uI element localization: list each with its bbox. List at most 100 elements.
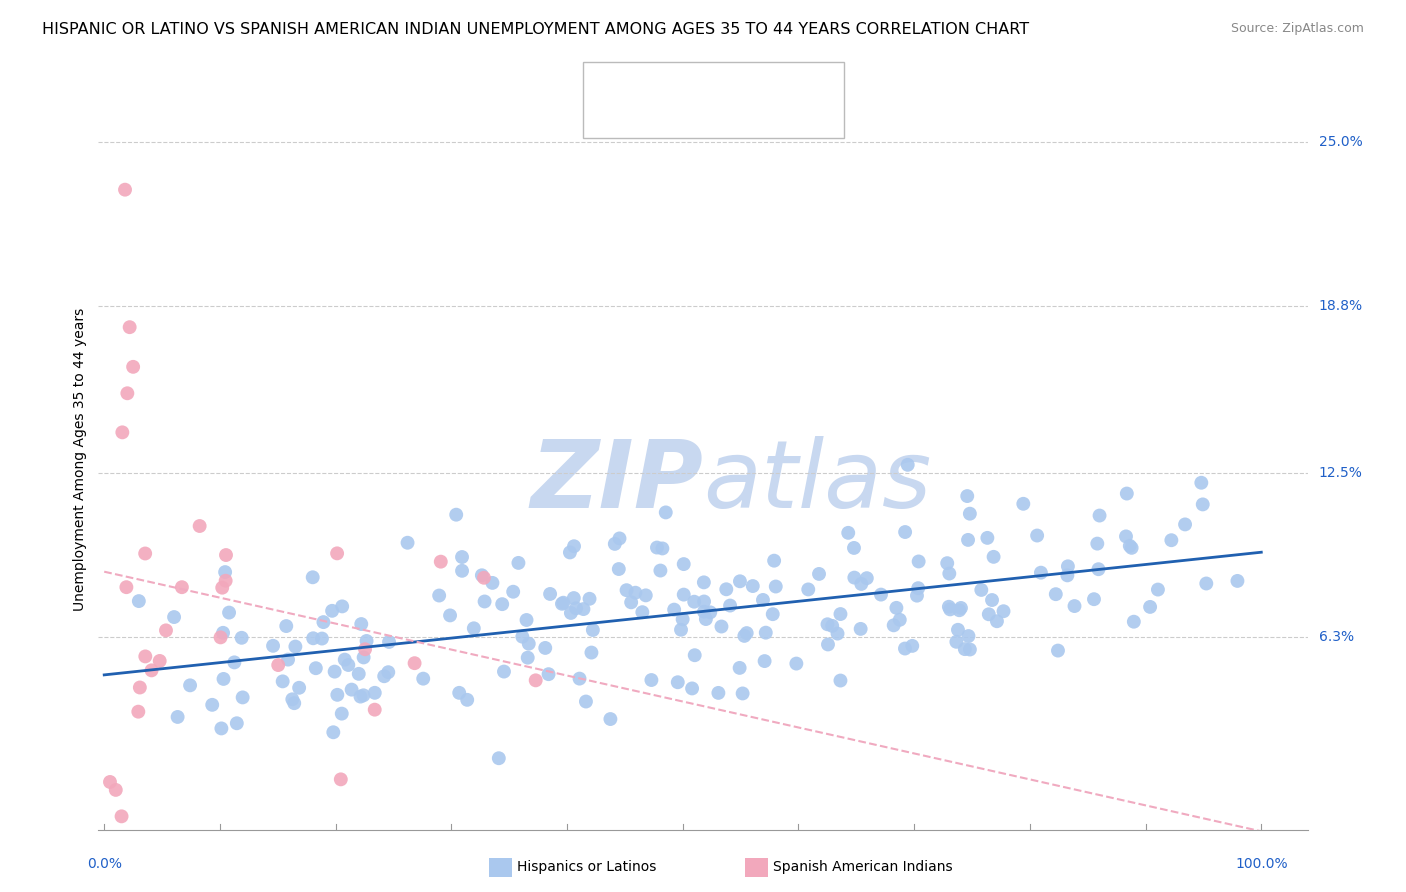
Point (830, 607, 852, 621)
Point (488, 751, 510, 765)
Point (1139, 599, 1161, 614)
Point (683, 595, 706, 609)
Point (214, 565, 236, 579)
Point (672, 612, 695, 626)
Point (224, 656, 246, 670)
Point (118, 320, 141, 334)
Point (149, 654, 172, 668)
Point (599, 712, 621, 726)
Point (733, 629, 755, 643)
Point (115, 580, 138, 594)
Point (938, 599, 960, 614)
Point (1119, 539, 1142, 553)
Point (312, 615, 335, 629)
Point (354, 642, 377, 657)
Point (333, 652, 356, 666)
Point (396, 535, 419, 549)
Point (669, 623, 692, 637)
Point (209, 631, 232, 645)
Point (451, 549, 474, 564)
Text: 200: 200 (779, 76, 807, 90)
Point (901, 639, 924, 653)
Point (404, 656, 426, 670)
Point (609, 532, 631, 546)
Point (808, 566, 831, 581)
Text: 25.0%: 25.0% (1319, 135, 1362, 149)
Point (977, 607, 1000, 622)
Point (905, 589, 928, 603)
Text: Hispanics or Latinos: Hispanics or Latinos (517, 860, 657, 874)
Text: Source: ZipAtlas.com: Source: ZipAtlas.com (1230, 22, 1364, 36)
Point (463, 621, 485, 635)
Point (765, 580, 787, 594)
Point (1147, 582, 1170, 597)
Point (762, 607, 785, 622)
Point (218, 606, 240, 620)
Point (356, 634, 378, 648)
Point (472, 571, 495, 585)
Point (232, 690, 254, 705)
Point (716, 582, 738, 597)
Point (492, 665, 515, 679)
Point (842, 541, 865, 555)
Point (1012, 497, 1035, 511)
Point (163, 610, 186, 624)
Point (695, 612, 717, 626)
Point (568, 672, 591, 686)
Text: ZIP: ZIP (530, 435, 703, 527)
Point (283, 696, 305, 710)
Point (128, 681, 150, 695)
Point (1087, 562, 1109, 576)
Point (350, 617, 373, 632)
Point (364, 703, 387, 717)
Point (1057, 559, 1080, 574)
Point (330, 706, 353, 721)
Point (212, 672, 235, 686)
Point (575, 694, 598, 708)
Point (134, 649, 156, 664)
Text: Spanish American Indians: Spanish American Indians (773, 860, 953, 874)
Point (651, 541, 673, 556)
Point (683, 648, 706, 663)
Point (957, 533, 980, 547)
Point (755, 625, 778, 640)
Point (844, 571, 866, 585)
Point (471, 568, 494, 582)
Text: 0.519: 0.519 (682, 76, 727, 90)
Point (624, 585, 647, 599)
Point (797, 582, 820, 597)
Point (562, 539, 585, 553)
Point (347, 666, 370, 681)
Point (558, 545, 581, 559)
Point (141, 664, 163, 678)
Point (1174, 517, 1197, 532)
Point (502, 584, 524, 599)
Point (429, 555, 451, 569)
Point (127, 705, 149, 719)
Point (322, 725, 344, 739)
Point (262, 639, 284, 653)
Point (889, 613, 911, 627)
Point (215, 548, 238, 562)
Point (378, 635, 401, 649)
Point (607, 562, 630, 576)
Text: atlas: atlas (703, 436, 931, 527)
Point (1083, 592, 1105, 607)
Point (1026, 528, 1049, 542)
Point (104, 783, 127, 797)
Point (117, 386, 139, 401)
Point (179, 678, 201, 692)
Point (1122, 615, 1144, 629)
Point (1160, 533, 1182, 548)
Point (114, 183, 136, 197)
Text: 6.3%: 6.3% (1319, 630, 1354, 643)
Point (1085, 536, 1108, 550)
Point (616, 583, 638, 598)
Point (349, 690, 371, 704)
Point (427, 589, 450, 603)
Point (672, 588, 695, 602)
Y-axis label: Unemployment Among Ages 35 to 44 years: Unemployment Among Ages 35 to 44 years (73, 308, 87, 611)
Point (956, 489, 979, 503)
Point (122, 359, 145, 374)
Point (474, 594, 496, 608)
